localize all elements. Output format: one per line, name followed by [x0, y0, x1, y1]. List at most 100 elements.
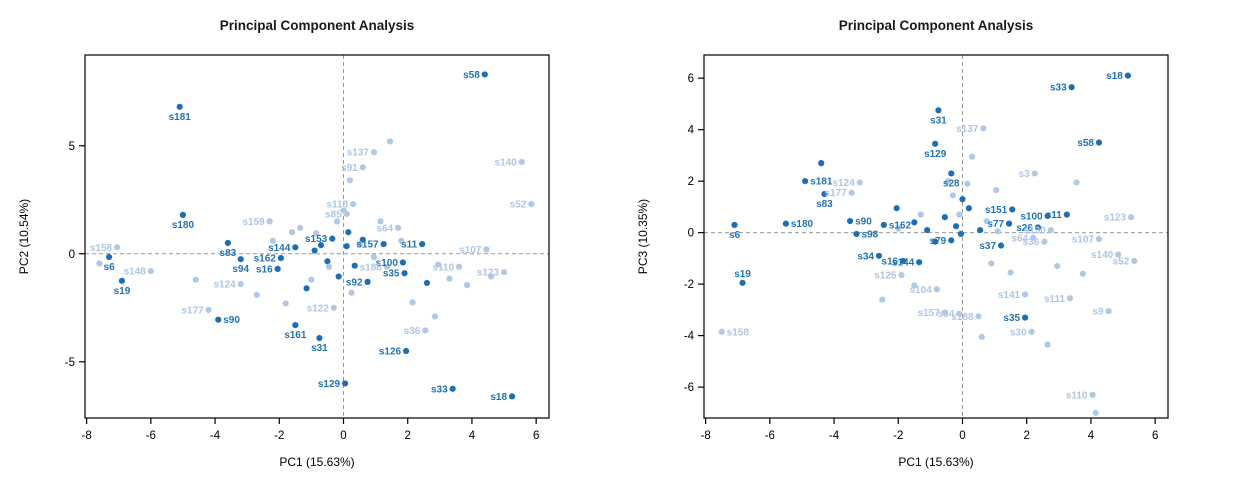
plot-box — [84, 54, 550, 419]
data-point — [488, 273, 495, 280]
data-point — [266, 218, 273, 225]
data-point — [1034, 224, 1042, 231]
data-point — [944, 178, 952, 185]
point-label: s110 — [432, 262, 454, 273]
data-point — [192, 276, 199, 283]
chart-title: Principal Component Analysis — [839, 18, 1034, 33]
point-label: s158 — [90, 243, 113, 254]
y-tick-label: -5 — [65, 357, 75, 369]
x-tick-label: 2 — [405, 430, 411, 442]
data-point — [403, 347, 410, 355]
scatter-chart-left: -8 -6 -4 -2 0 2 4 6 -5 0 5 Principal Component Anal… — [17, 18, 550, 469]
point-label: s54 — [938, 309, 955, 320]
point-label: s123 — [477, 268, 500, 279]
data-point — [911, 219, 918, 226]
data-point — [964, 180, 971, 187]
point-label: s104 — [910, 285, 933, 296]
x-tick-label: 6 — [1152, 430, 1158, 442]
point-label: s77 — [987, 219, 1004, 230]
point-label: s9 — [1092, 307, 1104, 318]
data-point — [313, 230, 320, 237]
point-label: s30 — [1010, 327, 1027, 338]
point-label: s129 — [924, 149, 947, 160]
data-point — [282, 300, 289, 307]
data-point — [340, 207, 347, 214]
point-label: s91 — [341, 163, 358, 174]
data-point — [856, 179, 863, 186]
data-point — [176, 103, 183, 110]
point-label: s157 — [918, 308, 941, 319]
x-tick-label: 4 — [469, 430, 476, 442]
x-tick-label: 0 — [959, 430, 965, 442]
point-label: s161 — [284, 330, 307, 341]
point-label: s158 — [727, 327, 750, 338]
data-point — [399, 259, 406, 266]
data-point — [917, 211, 924, 218]
data-point — [179, 211, 187, 218]
data-point — [118, 277, 126, 284]
data-point — [1066, 295, 1074, 302]
point-label: s85 — [325, 209, 342, 220]
point-label: s34 — [857, 251, 874, 262]
data-point — [941, 309, 948, 316]
data-point — [345, 229, 352, 236]
data-point — [898, 272, 905, 279]
point-label: s35 — [1003, 313, 1020, 324]
x-tick-label: 2 — [1024, 430, 1030, 442]
data-point — [423, 279, 431, 287]
data-point — [1063, 211, 1070, 218]
data-point — [949, 192, 956, 199]
data-point — [317, 242, 325, 249]
data-point — [1095, 139, 1103, 146]
x-tick-label: -4 — [829, 430, 840, 442]
y-tick-label: 2 — [688, 176, 694, 188]
point-label: s37 — [979, 241, 996, 252]
data-point — [782, 220, 789, 227]
point-label: s6 — [729, 230, 741, 241]
data-point — [1095, 235, 1103, 243]
point-label: s111 — [1044, 294, 1066, 305]
x-tick-label: -6 — [765, 430, 775, 442]
point-label: s181 — [810, 177, 833, 188]
data-point — [969, 153, 976, 160]
data-point — [983, 217, 990, 225]
point-label: s153 — [305, 234, 328, 245]
data-point — [731, 221, 738, 229]
data-point — [1005, 220, 1013, 227]
data-point — [330, 304, 337, 311]
chart-title: Principal Component Analysis — [220, 18, 415, 33]
data-point — [848, 189, 855, 196]
data-point — [1124, 72, 1131, 79]
data-point — [274, 265, 281, 273]
data-point — [308, 276, 315, 283]
data-point — [997, 242, 1005, 249]
data-point — [292, 244, 299, 251]
point-label: s83 — [220, 248, 237, 259]
x-tick-label: 0 — [340, 430, 346, 442]
point-label: s3 — [1019, 169, 1031, 180]
data-point — [802, 178, 809, 185]
point-label: s123 — [1104, 213, 1127, 224]
data-point — [394, 224, 402, 231]
point-label: s16 — [256, 264, 273, 275]
y-axis-label: PC2 (10.54%) — [17, 199, 31, 274]
data-point — [821, 190, 828, 198]
data-point — [988, 260, 995, 267]
data-point — [899, 257, 907, 265]
data-point — [518, 158, 525, 166]
data-point — [343, 243, 350, 250]
data-point — [1054, 263, 1061, 270]
y-tick-label: -4 — [684, 331, 695, 343]
data-point — [422, 327, 429, 334]
data-point — [348, 289, 355, 296]
data-point — [932, 140, 939, 147]
data-point — [1031, 170, 1038, 177]
point-label: s100 — [376, 258, 399, 269]
point-label: s64 — [376, 223, 393, 234]
data-point — [875, 252, 883, 259]
point-label: s31 — [930, 115, 947, 126]
data-point — [932, 238, 939, 245]
data-point — [277, 255, 284, 262]
data-point — [959, 196, 966, 203]
data-point — [364, 278, 371, 285]
